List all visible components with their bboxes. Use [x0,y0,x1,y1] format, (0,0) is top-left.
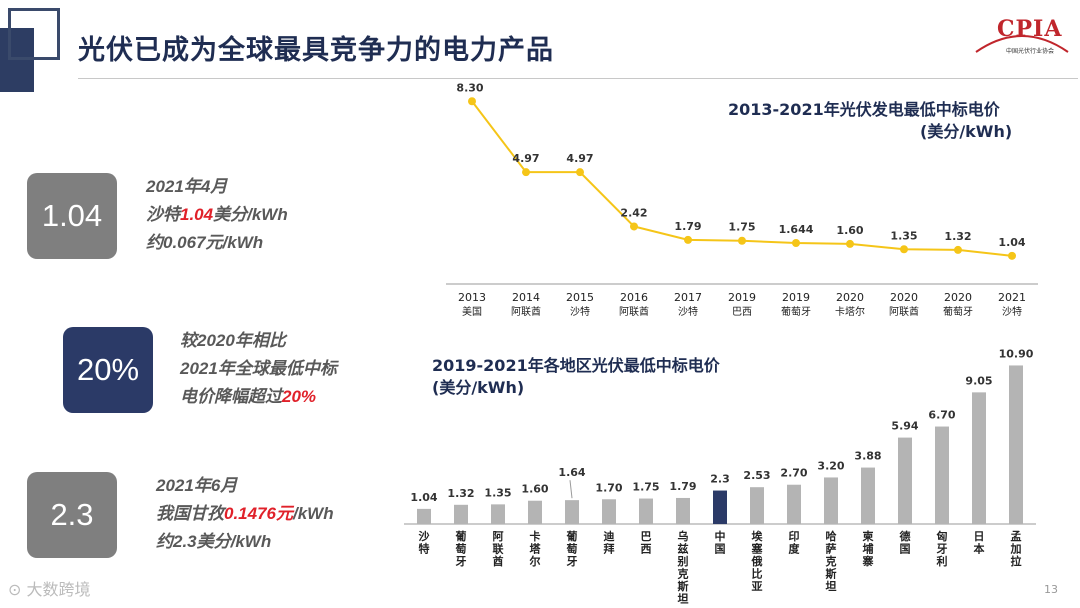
line-x-tick-country: 葡萄牙 [943,305,973,318]
kpi-text-segment: 2021年6月 [156,476,238,495]
watermark-text: 大数跨境 [26,580,91,599]
line-point [576,168,584,177]
logo-subtitle: 中国光伏行业协会 [1005,48,1054,55]
line-data-label: 4.97 [512,152,539,165]
line-x-tick-year: 2020 [890,291,918,304]
line-x-tick-year: 2019 [782,291,810,304]
line-x-tick-country: 美国 [462,305,482,318]
line-point [468,97,476,106]
kpi-text-segment: 我国甘孜 [156,504,224,523]
kpi-line: 2021年全球最低中标 [180,355,337,383]
line-x-tick-country: 沙特 [570,306,590,318]
line-x-tick-year: 2017 [674,291,702,304]
line-point [900,245,908,254]
line-point [792,238,800,247]
line-x-tick-year: 2015 [566,291,594,304]
kpi-line: 电价降幅超过20% [180,383,337,411]
kpi-highlight-value: 20% [282,387,317,406]
line-x-tick-country: 沙特 [1002,306,1022,318]
line-chart-unit: (美分/kWh) [920,122,1013,141]
logo-arc [975,35,1069,53]
page-title: 光伏已成为全球最具竞争力的电力产品 [78,35,554,66]
line-chart-title: 2013-2021年光伏发电最低中标电价 [728,100,1000,119]
line-x-tick-year: 2019 [728,291,756,304]
kpi-text-segment: 美分/kWh [213,205,288,224]
line-point [522,168,530,177]
corner-decoration-square [8,8,60,60]
line-x-tick-year: 2013 [458,291,486,304]
line-x-tick-country: 沙特 [678,306,698,318]
watermark: ⊙ 大数跨境 [8,576,91,600]
line-point [684,235,692,244]
line-data-label: 1.79 [674,220,701,233]
kpi-box-decline: 20% [63,327,153,413]
kpi-box-saudi: 1.04 [27,173,117,259]
line-data-label: 4.97 [566,152,593,165]
logo-text: CPIA [997,16,1063,42]
line-x-tick-country: 阿联酋 [619,305,649,318]
kpi-line: 约2.3美分/kWh [156,528,334,556]
line-data-label: 1.32 [944,230,971,243]
kpi-text-segment: 电价降幅超过 [180,387,282,406]
kpi-highlight-value: 0.1476元 [224,504,293,523]
title-divider [78,78,1078,79]
line-data-label: 1.60 [836,224,863,237]
kpi-text-decline: 较2020年相比 2021年全球最低中标 电价降幅超过20% [180,327,337,411]
line-x-tick-year: 2021 [998,291,1026,304]
kpi-text-china: 2021年6月 我国甘孜0.1476元/kWh 约2.3美分/kWh [156,472,334,556]
kpi-line: 较2020年相比 [180,327,337,355]
corner-decoration-block [0,28,34,92]
line-x-tick-country: 阿联酋 [511,305,541,318]
kpi-text-segment: 沙特 [146,205,180,224]
line-x-tick-year: 2020 [944,291,972,304]
kpi-text-segment: 约0.067元/kWh [146,233,264,252]
kpi-line: 我国甘孜0.1476元/kWh [156,500,334,528]
bar-chart-title: 2019-2021年各地区光伏最低中标电价 [432,356,720,375]
line-x-tick-country: 葡萄牙 [781,305,811,318]
kpi-text-segment: 2021年全球最低中标 [180,359,337,378]
line-point [1008,251,1016,260]
kpi-text-saudi: 2021年4月 沙特1.04美分/kWh 约0.067元/kWh [146,173,288,257]
kpi-text-segment: 2021年4月 [146,177,228,196]
line-data-label: 1.75 [728,221,755,234]
line-point [846,239,854,248]
kpi-text-segment: 约2.3美分/kWh [156,532,272,551]
watermark-logo-icon: ⊙ [8,580,22,599]
line-x-tick-year: 2014 [512,291,540,304]
line-x-tick-year: 2016 [620,291,648,304]
kpi-text-segment: 较2020年相比 [180,331,286,350]
line-point [738,236,746,245]
bar-chart-unit: (美分/kWh) [432,378,525,397]
cpia-logo [975,35,1069,53]
line-point [954,245,962,254]
kpi-text-segment: /kWh [293,504,334,523]
line-x-tick-country: 巴西 [732,306,752,318]
kpi-box-china: 2.3 [27,472,117,558]
kpi-line: 约0.067元/kWh [146,229,288,257]
line-x-tick-year: 2020 [836,291,864,304]
line-x-tick-country: 卡塔尔 [835,305,865,318]
line-data-label: 2.42 [620,206,647,219]
line-data-label: 8.30 [456,81,483,94]
page-number: 13 [1044,583,1058,596]
kpi-line: 沙特1.04美分/kWh [146,201,288,229]
line-data-label: 1.644 [779,223,814,236]
line-point [630,222,638,231]
line-x-tick-country: 阿联酋 [889,305,919,318]
kpi-highlight-value: 1.04 [180,205,214,224]
kpi-line: 2021年6月 [156,472,334,500]
line-data-label: 1.04 [998,236,1025,249]
line-data-label: 1.35 [890,229,917,242]
kpi-line: 2021年4月 [146,173,288,201]
